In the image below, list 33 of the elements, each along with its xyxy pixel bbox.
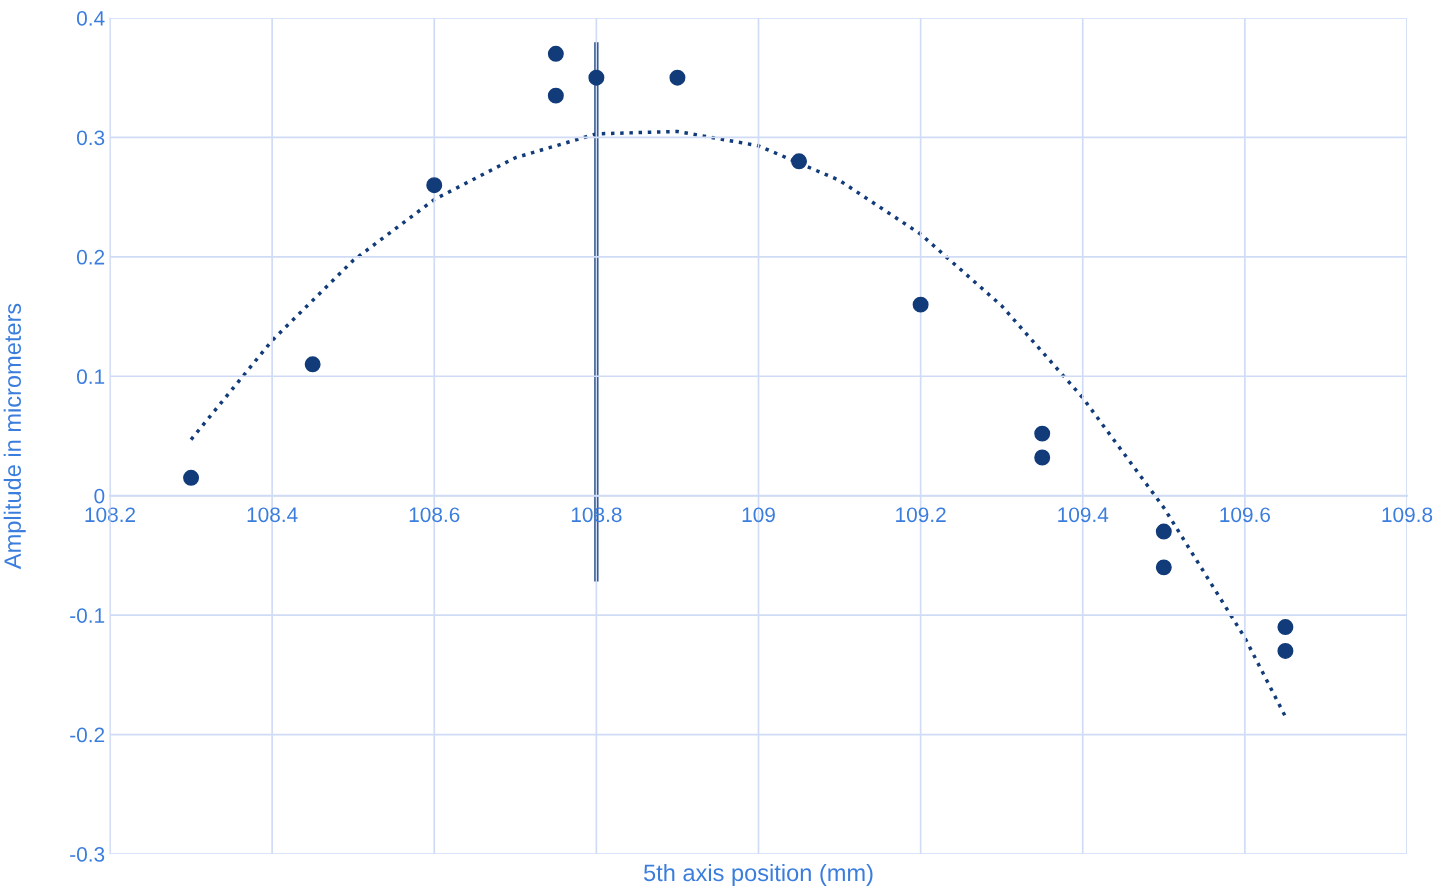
point: [1155, 523, 1172, 540]
point: [791, 153, 808, 170]
point: [1155, 559, 1172, 576]
y-tick-label: 0: [94, 488, 105, 504]
y-tick-label: 0.3: [76, 130, 105, 146]
x-tick-label: 108.6: [409, 507, 460, 523]
y-tick-label: -0.3: [70, 847, 105, 862]
point: [912, 296, 929, 313]
point: [547, 87, 564, 104]
x-tick-label: 108.4: [247, 507, 298, 523]
point: [588, 69, 605, 86]
y-tick-label: 0.1: [76, 369, 105, 385]
point: [183, 469, 200, 486]
point: [669, 69, 686, 86]
x-tick-label: 109: [742, 507, 775, 523]
x-tick-label: 108.2: [85, 507, 136, 523]
point: [1034, 449, 1051, 466]
y-tick-label: 0.4: [76, 11, 105, 26]
x-tick-label: 109.8: [1382, 507, 1433, 523]
point: [1277, 619, 1294, 636]
y-tick-label: -0.2: [70, 727, 105, 743]
point: [1034, 425, 1051, 442]
x-tick-label: 109.6: [1220, 507, 1271, 523]
y-axis-title: Amplitude in micrometers: [3, 303, 26, 570]
y-tick-label: 0.2: [76, 249, 105, 265]
x-tick-label: 109.2: [896, 507, 946, 523]
point: [547, 45, 564, 62]
point: [426, 177, 443, 194]
x-axis-title: 5th axis position (mm): [643, 863, 873, 886]
y-tick-label: -0.1: [70, 608, 105, 623]
point: [1277, 642, 1294, 659]
point: [304, 356, 321, 373]
x-tick-label: 109.4: [1058, 507, 1109, 523]
